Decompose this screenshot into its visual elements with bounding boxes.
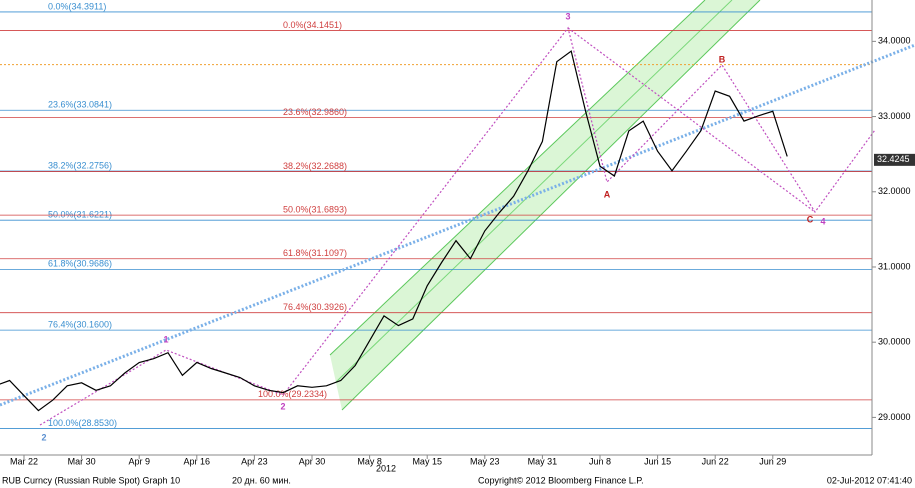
level-label: 76.4%(30.3926) — [283, 302, 347, 312]
x-tick-label: May 15 — [412, 456, 442, 466]
x-tick-label: Jun 8 — [589, 456, 611, 466]
last-value-label: 32.4245 — [877, 154, 910, 164]
x-tick-label: Jun 29 — [759, 456, 786, 466]
level-label: 76.4%(30.1600) — [48, 320, 112, 330]
channel-mid — [335, 0, 733, 383]
level-label: 23.6%(32.9860) — [283, 107, 347, 117]
y-tick-label: 32.0000 — [878, 186, 911, 196]
level-label: 0.0%(34.1451) — [283, 20, 342, 30]
y-tick-label: 33.0000 — [878, 111, 911, 121]
footer-date: 02-Jul-2012 07:41:40 — [827, 475, 912, 485]
y-tick-label: 29.0000 — [878, 412, 911, 422]
channel-upper — [329, 0, 706, 356]
wave-label: A — [604, 189, 611, 199]
level-label: 100.0%(29.2334) — [258, 389, 327, 399]
regression-channel — [330, 0, 760, 410]
wave-label: B — [719, 54, 726, 64]
wave-label: 1 — [163, 334, 168, 344]
wave-lines — [39, 26, 876, 426]
x-tick-label: Apr 30 — [299, 456, 326, 466]
footer-ticker: RUB Curncy (Russian Ruble Spot) Graph 10 — [2, 475, 180, 485]
y-tick-label: 31.0000 — [878, 261, 911, 271]
level-label: 38.2%(32.2756) — [48, 160, 112, 170]
last-value-box — [874, 153, 915, 166]
x-tick-label: Jun 15 — [644, 456, 671, 466]
x-tick-label: Apr 16 — [184, 456, 211, 466]
y-tick-label: 30.0000 — [878, 337, 911, 347]
x-tick-label: Apr 23 — [241, 456, 268, 466]
level-label: 50.0%(31.6221) — [48, 210, 112, 220]
footer-copyright: Copyright© 2012 Bloomberg Finance L.P. — [478, 475, 644, 485]
price-line — [0, 50, 788, 412]
level-label: 61.8%(31.1097) — [283, 248, 347, 258]
x-tick-label: Mar 30 — [68, 456, 96, 466]
wave-label: C — [807, 214, 814, 224]
footer-period: 20 дн. 60 мин. — [232, 475, 291, 485]
channel-lower — [341, 0, 761, 411]
x-tick-label: May 23 — [470, 456, 500, 466]
level-label: 100.0%(28.8530) — [48, 418, 117, 428]
x-tick-label: May 8 — [357, 456, 382, 466]
level-label: 50.0%(31.6893) — [283, 205, 347, 215]
y-tick-label: 34.0000 — [878, 36, 911, 46]
x-tick-label: Mar 22 — [10, 456, 38, 466]
x-tick-label: Apr 9 — [128, 456, 150, 466]
wave-label: 2 — [41, 432, 46, 442]
level-label: 38.2%(32.2688) — [283, 161, 347, 171]
wave-label: 4 — [820, 216, 825, 226]
year-label: 2012 — [376, 463, 396, 473]
level-label: 23.6%(33.0841) — [48, 100, 112, 110]
fib-levels: 0.0%(34.3911) 23.6%(33.0841) 38.2%(32.2756… — [0, 1, 872, 429]
wave-label: 2 — [280, 401, 285, 411]
wave-label: 3 — [565, 11, 570, 21]
wave-line — [567, 27, 816, 213]
x-tick-label: Jun 22 — [702, 456, 729, 466]
level-label: 0.0%(34.3911) — [48, 1, 106, 11]
level-label: 61.8%(30.9686) — [48, 259, 112, 269]
x-tick-label: May 31 — [528, 456, 558, 466]
